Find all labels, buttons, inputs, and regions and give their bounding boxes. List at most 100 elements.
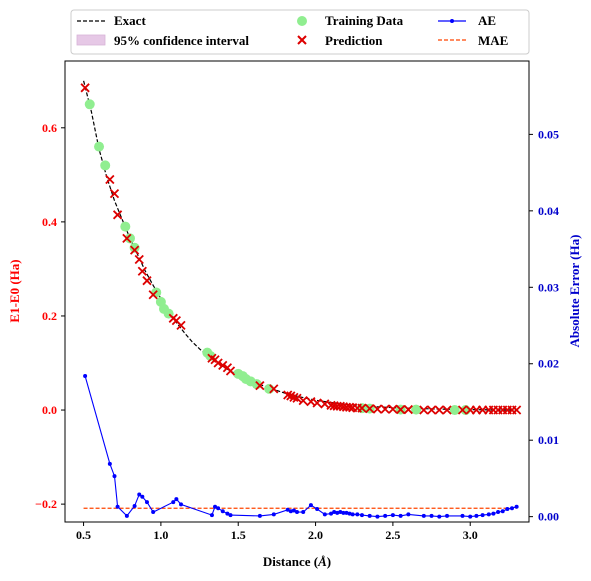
- ae-point: [301, 510, 306, 515]
- ae-point: [137, 492, 142, 497]
- prediction-point: [289, 392, 299, 402]
- legend-box: [70, 9, 530, 55]
- legend-training-marker: [297, 16, 307, 26]
- ae-point: [83, 373, 88, 378]
- legend-prediction-marker: [297, 35, 307, 45]
- prediction-point: [403, 404, 413, 415]
- ae-point: [216, 506, 221, 511]
- x-tick-label: 1.0: [153, 528, 168, 542]
- x-tick-label: 3.0: [463, 528, 478, 542]
- prediction-point: [395, 404, 406, 415]
- ae-point: [132, 503, 137, 508]
- x-tick-label: 2.0: [308, 528, 323, 542]
- legend-confidence-label: 95% confidence interval: [114, 33, 249, 48]
- prediction-point: [109, 189, 120, 199]
- ae-point: [335, 510, 340, 515]
- prediction-series: [80, 83, 522, 415]
- ae-point: [115, 504, 120, 509]
- y-left-tick-label: −0.2: [35, 497, 57, 511]
- x-axis-label: Distance (Å): [263, 554, 331, 569]
- ae-point: [285, 507, 290, 512]
- ae-point: [398, 513, 403, 518]
- legend-item-mae: MAE: [438, 33, 508, 48]
- plot-frame: [64, 60, 530, 523]
- ae-point: [406, 512, 411, 517]
- ae-point: [509, 506, 514, 511]
- ae-point: [445, 513, 450, 518]
- y-axis-right: 0.00 0.01 0.02 0.03 0.04 0.05: [529, 127, 559, 524]
- x-tick-label: 1.5: [231, 528, 246, 542]
- prediction-point: [380, 404, 390, 414]
- ae-point: [257, 513, 262, 518]
- x-tick-label: 2.5: [385, 528, 400, 542]
- ae-point: [421, 513, 426, 518]
- prediction-point: [388, 404, 398, 414]
- legend: Exact Training Data AE 95% confidence in…: [70, 9, 530, 55]
- legend-mae-label: MAE: [478, 33, 508, 48]
- ae-point: [315, 507, 320, 512]
- ae-point: [112, 474, 117, 479]
- ae-point: [295, 510, 299, 515]
- training-point: [449, 405, 460, 416]
- ae-point: [383, 513, 388, 518]
- training-point: [129, 242, 140, 253]
- ae-point: [500, 509, 505, 514]
- y-right-tick-label: 0.00: [538, 510, 559, 524]
- ae-point: [350, 512, 355, 517]
- y-right-axis-label: Absolute Error (Ha): [567, 235, 582, 348]
- prediction-point: [344, 402, 355, 412]
- prediction-point: [457, 405, 468, 415]
- legend-training-label: Training Data: [325, 13, 404, 28]
- ae-point: [107, 461, 112, 466]
- ae-point: [271, 512, 276, 517]
- ae-point: [514, 504, 519, 509]
- ae-point: [220, 509, 225, 514]
- ae-point: [144, 500, 149, 505]
- ae-point: [429, 513, 434, 518]
- ae-point: [468, 514, 473, 519]
- prediction-point: [434, 405, 444, 415]
- legend-item-prediction: Prediction: [297, 33, 383, 48]
- prediction-point: [142, 276, 152, 286]
- prediction-point: [176, 320, 186, 331]
- y-left-tick-label: 0.2: [42, 309, 57, 323]
- y-right-tick-label: 0.01: [538, 433, 559, 447]
- y-right-tick-label: 0.02: [538, 357, 559, 371]
- ae-point: [151, 510, 156, 515]
- ae-point: [174, 497, 179, 502]
- ae-point: [291, 508, 296, 513]
- prediction-point: [137, 266, 147, 276]
- prediction-point: [269, 384, 279, 394]
- prediction-point: [426, 405, 437, 415]
- y-left-tick-label: 0.0: [42, 403, 57, 417]
- ae-point: [359, 513, 364, 518]
- y-left-tick-label: 0.4: [42, 215, 57, 229]
- legend-confidence-patch: [76, 34, 106, 46]
- ae-series: [83, 373, 519, 519]
- ae-point: [460, 513, 465, 518]
- prediction-point: [511, 405, 522, 415]
- prediction-point: [80, 83, 90, 93]
- prediction-point: [365, 403, 375, 414]
- training-point: [411, 404, 422, 415]
- x-axis: 0.5 1.0 1.5 2.0 2.5 3.0: [76, 522, 478, 542]
- prediction-point: [112, 210, 123, 220]
- prediction-point: [225, 366, 236, 376]
- legend-ae-dot: [450, 19, 454, 23]
- y-right-tick-label: 0.05: [538, 127, 559, 141]
- ae-point: [209, 513, 214, 518]
- ae-point: [480, 513, 485, 518]
- prediction-point: [129, 245, 140, 255]
- ae-point: [390, 513, 395, 518]
- ae-point: [496, 510, 501, 515]
- prediction-point: [292, 393, 302, 403]
- ae-point: [367, 513, 372, 518]
- prediction-point: [419, 405, 429, 415]
- training-point: [100, 160, 111, 171]
- ae-point: [288, 509, 293, 514]
- ae-point: [124, 513, 129, 518]
- prediction-point: [312, 398, 322, 408]
- training-point: [124, 233, 135, 244]
- prediction-point: [283, 390, 293, 400]
